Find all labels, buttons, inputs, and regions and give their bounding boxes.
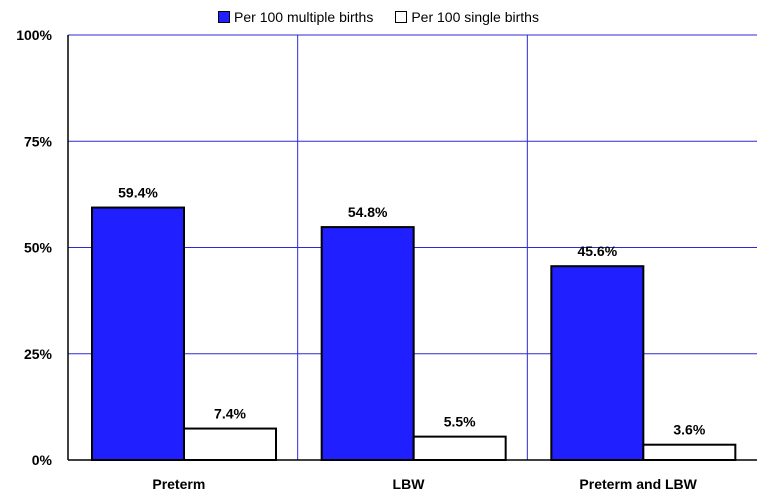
- legend: Per 100 multiple births Per 100 single b…: [0, 9, 757, 25]
- data-label: 3.6%: [673, 422, 705, 438]
- bar-multiple: [320, 226, 415, 461]
- legend-swatch-multiple: [218, 11, 231, 23]
- x-tick-label: Preterm: [152, 476, 205, 492]
- legend-swatch-single: [395, 11, 408, 23]
- data-label: 54.8%: [348, 204, 388, 220]
- legend-item-multiple: Per 100 multiple births: [218, 9, 373, 25]
- y-tick-label: 25%: [24, 346, 53, 362]
- y-tick-label: 100%: [16, 27, 52, 43]
- legend-item-single: Per 100 single births: [395, 9, 539, 25]
- bar-single: [412, 435, 507, 461]
- data-label: 7.4%: [214, 406, 246, 422]
- data-label: 59.4%: [118, 185, 158, 201]
- legend-label-multiple: Per 100 multiple births: [234, 9, 374, 25]
- x-tick-label: Preterm and LBW: [579, 476, 697, 492]
- y-tick-label: 50%: [24, 240, 53, 256]
- x-tick-label: LBW: [393, 476, 426, 492]
- data-label: 5.5%: [444, 414, 476, 430]
- bar-single: [183, 427, 277, 461]
- bar-multiple: [91, 206, 185, 461]
- data-label: 45.6%: [577, 243, 617, 259]
- bar-single: [642, 443, 737, 462]
- y-tick-label: 0%: [32, 452, 53, 468]
- legend-label-single: Per 100 single births: [411, 9, 539, 25]
- y-tick-label: 75%: [24, 133, 53, 149]
- bar-multiple: [550, 265, 645, 462]
